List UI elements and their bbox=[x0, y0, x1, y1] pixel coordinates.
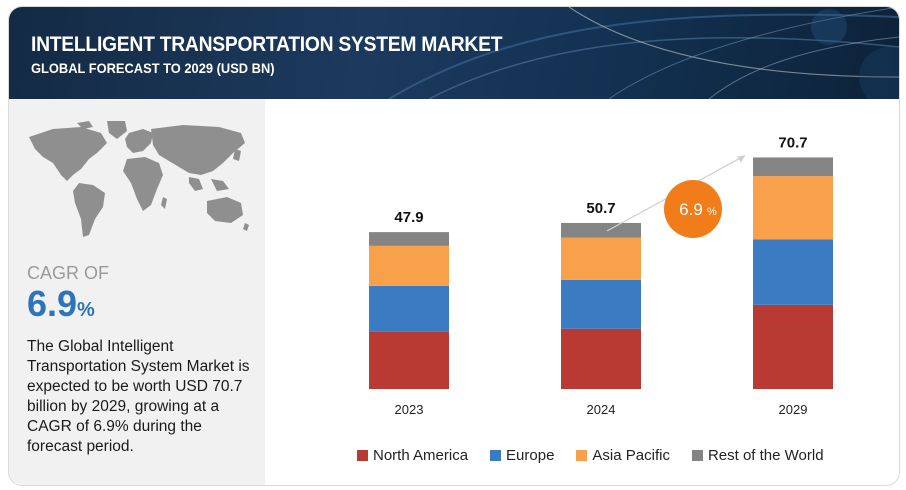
bar-segment-north-america-2029 bbox=[753, 304, 833, 389]
x-tick-label-2024: 2024 bbox=[587, 402, 616, 417]
legend-item-north-america: North America bbox=[357, 447, 468, 464]
chart-title: INTELLIGENT TRANSPORTATION SYSTEM MARKET bbox=[31, 33, 503, 56]
cagr-badge-unit: % bbox=[707, 206, 717, 218]
legend-swatch bbox=[357, 450, 368, 461]
infographic-card: INTELLIGENT TRANSPORTATION SYSTEM MARKET… bbox=[8, 6, 900, 486]
cagr-value: 6.9% bbox=[27, 283, 95, 325]
chart-legend: North America Europe Asia Pacific Rest of t… bbox=[357, 447, 824, 464]
bar-segment-europe-2024 bbox=[561, 279, 641, 329]
total-label-2023: 47.9 bbox=[394, 209, 423, 226]
cagr-number: 6.9 bbox=[27, 283, 78, 324]
cagr-badge-value: 6.9 bbox=[679, 200, 703, 219]
legend-label: North America bbox=[373, 447, 469, 464]
stacked-bar-chart: 47.9 2023 50.7 2024 70.7 2029 6.9% bbox=[369, 134, 833, 417]
bar-segment-asia-pacific-2029 bbox=[753, 176, 833, 240]
bar-segment-rest-of-the-world-2024 bbox=[561, 222, 641, 238]
legend-item-europe: Europe bbox=[490, 447, 554, 464]
bar-segment-north-america-2024 bbox=[561, 328, 641, 389]
legend-swatch bbox=[490, 450, 502, 461]
cagr-label: CAGR OF bbox=[27, 263, 110, 283]
bar-segment-rest-of-the-world-2023 bbox=[369, 232, 449, 246]
header-banner: INTELLIGENT TRANSPORTATION SYSTEM MARKET… bbox=[9, 7, 899, 99]
growth-arrow-head bbox=[737, 155, 745, 163]
bar-segment-rest-of-the-world-2029 bbox=[753, 157, 833, 177]
chart-subtitle: GLOBAL FORECAST TO 2029 (USD BN) bbox=[31, 60, 275, 76]
x-tick-label-2023: 2023 bbox=[395, 402, 424, 417]
total-label-2024: 50.7 bbox=[586, 200, 615, 217]
bar-segment-europe-2029 bbox=[753, 239, 833, 305]
legend-swatch bbox=[576, 450, 588, 461]
legend-label: Asia Pacific bbox=[592, 447, 670, 464]
bar-segment-asia-pacific-2024 bbox=[561, 237, 641, 280]
world-map-icon bbox=[29, 121, 249, 237]
banner-background-graphic bbox=[388, 7, 899, 99]
total-label-2029: 70.7 bbox=[778, 134, 807, 151]
x-tick-label-2029: 2029 bbox=[779, 402, 808, 417]
legend-swatch bbox=[691, 450, 703, 461]
summary-description: The Global Intelligent Transportation Sy… bbox=[27, 338, 250, 455]
summary-panel: CAGR OF 6.9% The Global Intelligent Tran… bbox=[9, 99, 265, 485]
bar-segment-north-america-2023 bbox=[369, 331, 449, 389]
bar-segment-asia-pacific-2023 bbox=[369, 245, 449, 286]
legend-label: Europe bbox=[506, 447, 555, 464]
cagr-badge bbox=[664, 180, 722, 238]
legend-label: Rest of the World bbox=[707, 447, 824, 464]
legend-item-rest-of-the-world: Rest of the World bbox=[691, 447, 824, 464]
cagr-unit: % bbox=[77, 299, 95, 321]
bar-segment-europe-2023 bbox=[369, 285, 449, 332]
legend-item-asia-pacific: Asia Pacific bbox=[576, 447, 670, 464]
